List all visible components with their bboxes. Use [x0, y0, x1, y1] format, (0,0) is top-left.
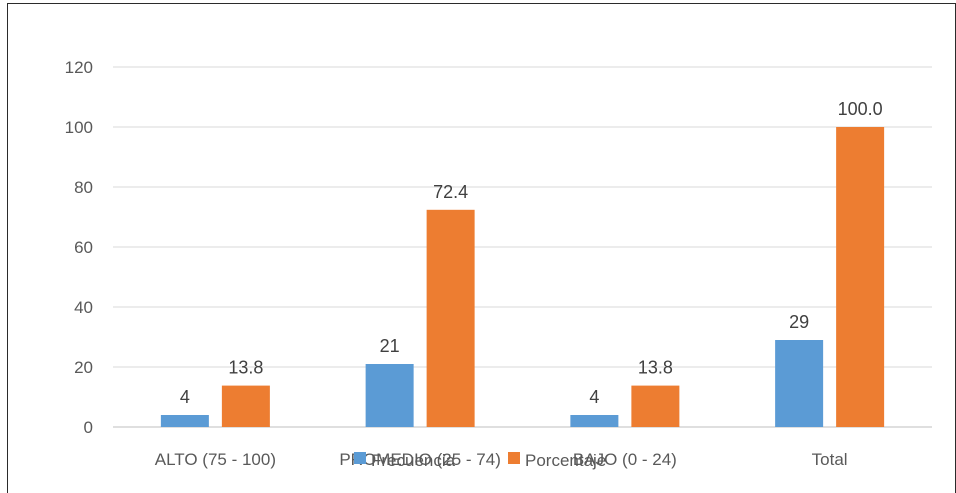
data-label: 29	[789, 312, 809, 332]
y-tick-label: 20	[74, 358, 93, 377]
x-category-label: PROMEDIO (25 - 74)	[339, 450, 501, 469]
data-label: 13.8	[228, 358, 263, 378]
bar-frecuencia	[365, 364, 414, 427]
bar-porcentaje	[836, 127, 885, 427]
y-tick-label: 80	[74, 178, 93, 197]
data-label: 4	[589, 387, 599, 407]
legend-swatch	[508, 452, 520, 464]
x-category-label: BAJO (0 - 24)	[573, 450, 677, 469]
data-label: 100.0	[838, 99, 883, 119]
y-tick-label: 100	[65, 118, 93, 137]
y-tick-label: 120	[65, 58, 93, 77]
data-label: 13.8	[638, 358, 673, 378]
bar-frecuencia	[570, 415, 619, 427]
y-axis-ticks: 0 20 40 60 80 100 120	[65, 58, 93, 437]
x-category-label: Total	[812, 450, 848, 469]
legend-label: Porcentaje	[525, 451, 606, 470]
bar-porcentaje	[426, 209, 475, 427]
bar-porcentaje	[631, 385, 680, 427]
data-label: 4	[180, 387, 190, 407]
bar-frecuencia	[160, 415, 209, 427]
bars	[160, 127, 885, 427]
legend-label: Frecuencia	[371, 451, 456, 470]
y-tick-label: 0	[84, 418, 93, 437]
x-category-label: ALTO (75 - 100)	[155, 450, 276, 469]
legend-swatch	[354, 452, 366, 464]
data-label: 21	[380, 336, 400, 356]
x-axis-categories: ALTO (75 - 100) PROMEDIO (25 - 74) BAJO (0…	[155, 450, 848, 469]
data-labels: 4 13.8 21 72.4 4 13.8 29 100.0	[180, 99, 883, 407]
y-tick-label: 60	[74, 238, 93, 257]
data-label: 72.4	[433, 182, 468, 202]
bar-porcentaje	[221, 385, 270, 427]
y-tick-label: 40	[74, 298, 93, 317]
legend: Frecuencia Porcentaje	[354, 451, 606, 470]
bar-frecuencia	[775, 340, 824, 427]
